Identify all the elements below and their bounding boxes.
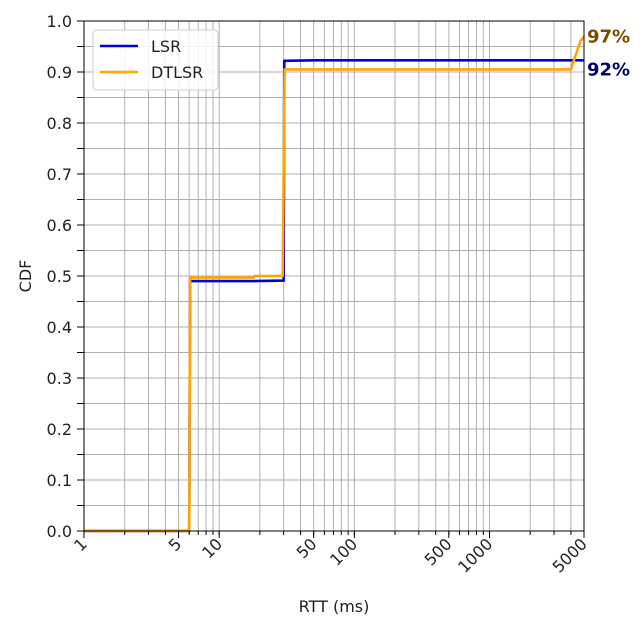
- grid: [83, 20, 585, 532]
- y-tick-label: 0.3: [47, 369, 72, 388]
- y-tick-label: 0.8: [47, 114, 72, 133]
- series-lines: [84, 35, 586, 533]
- x-tick-label: 1000: [454, 534, 496, 576]
- y-tick-label: 0.2: [47, 420, 72, 439]
- y-tick-label: 0.0: [47, 522, 72, 541]
- x-tick-label: 5000: [549, 534, 591, 576]
- y-tick-label: 0.4: [47, 318, 72, 337]
- x-tick-label: 100: [326, 534, 361, 569]
- x-tick-label: 50: [293, 534, 321, 562]
- y-tick-label: 1.0: [47, 12, 72, 31]
- x-tick-label: 5: [165, 534, 186, 555]
- y-tick-label: 0.6: [47, 216, 72, 235]
- y-axis-label: CDF: [16, 260, 35, 293]
- series-line-dtlsr: [84, 35, 586, 533]
- annotation-97-percent: 97%: [587, 26, 630, 47]
- x-axis-label: RTT (ms): [299, 597, 370, 616]
- y-tick-label: 0.9: [47, 63, 72, 82]
- x-tick-label: 10: [198, 534, 226, 562]
- legend-label-lsr: LSR: [151, 37, 181, 56]
- legend: LSR DTLSR: [92, 29, 219, 91]
- legend-label-dtlsr: DTLSR: [151, 63, 203, 82]
- annotation-92-percent: 92%: [587, 59, 630, 80]
- series-line-lsr: [84, 58, 584, 533]
- annotations: 97% 92%: [587, 26, 630, 80]
- y-tick-label: 0.5: [47, 267, 72, 286]
- y-tick-label: 0.1: [47, 471, 72, 490]
- y-tick-label: 0.7: [47, 165, 72, 184]
- x-tick-label: 500: [421, 534, 456, 569]
- x-tick-label: 1: [70, 534, 91, 555]
